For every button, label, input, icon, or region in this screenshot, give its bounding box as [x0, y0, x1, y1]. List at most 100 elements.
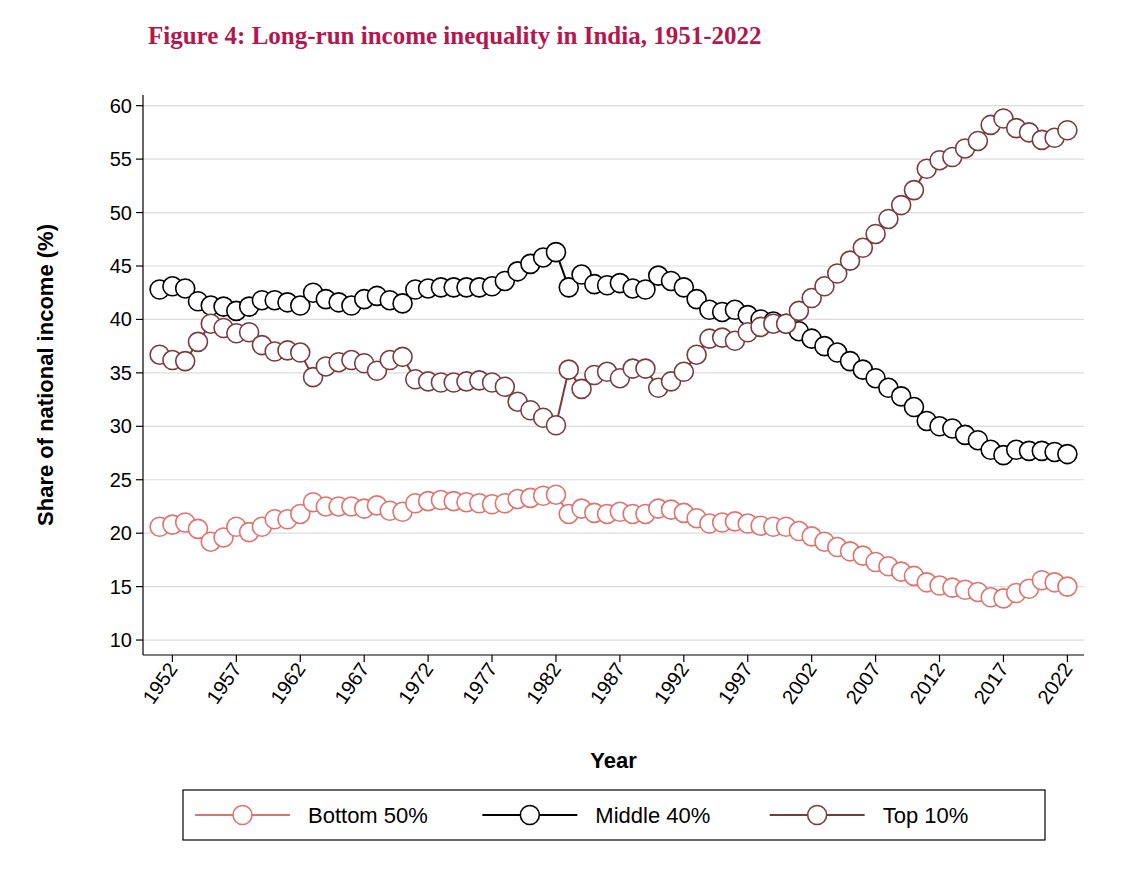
x-tick [683, 655, 684, 662]
x-tick [875, 655, 876, 662]
point [291, 343, 310, 362]
point [904, 181, 923, 200]
legend-label: Top 10% [883, 803, 969, 828]
x-tick [236, 655, 237, 662]
x-tick [364, 655, 365, 662]
point [674, 362, 693, 381]
point [188, 332, 207, 351]
page: {"chart_data": { "type": "line", "title"… [0, 0, 1138, 871]
y-tick [136, 265, 143, 266]
legend-marker [808, 806, 827, 825]
y-tick-label: 25 [110, 469, 132, 491]
legend: Bottom 50% Middle 40% Top 10% [183, 790, 1045, 840]
point [866, 224, 885, 243]
point [495, 377, 514, 396]
x-tick-label: 1992 [650, 659, 694, 708]
x-tick-label: 1957 [202, 659, 246, 708]
legend-label: Middle 40% [595, 803, 710, 828]
x-tick-label: 2012 [905, 659, 949, 708]
y-tick-label: 20 [110, 522, 132, 544]
legend-marker [520, 806, 539, 825]
point [687, 345, 706, 364]
x-tick [939, 655, 940, 662]
series-line [160, 119, 1068, 426]
grid-line [143, 639, 1084, 640]
series [150, 485, 1077, 608]
x-tick-label: 1962 [266, 659, 310, 708]
axes: 10 15 20 25 30 35 40 45 50 55 60 1952 1957 1962 1967 19… [110, 95, 1084, 708]
point [546, 416, 565, 435]
point [559, 360, 578, 379]
series-line [160, 495, 1068, 599]
y-tick-label: 30 [110, 415, 132, 437]
x-tick-label: 1952 [138, 659, 182, 708]
y-axis-line [142, 95, 143, 655]
x-tick [619, 655, 620, 662]
legend-label: Bottom 50% [308, 803, 428, 828]
x-tick-label: 2002 [777, 659, 821, 708]
y-tick-label: 10 [110, 629, 132, 651]
point [546, 243, 565, 262]
x-tick-label: 1967 [330, 659, 374, 708]
x-tick-label: 1987 [586, 659, 630, 708]
y-axis-label: Share of national income (%) [33, 224, 58, 526]
y-tick [136, 319, 143, 320]
x-tick [300, 655, 301, 662]
x-tick-label: 1972 [394, 659, 438, 708]
x-tick-label: 1982 [522, 659, 566, 708]
y-tick [136, 212, 143, 213]
point [1058, 445, 1077, 464]
grid-line [143, 533, 1084, 534]
x-axis-label: Year [590, 748, 637, 773]
x-tick [811, 655, 812, 662]
y-tick-label: 55 [110, 148, 132, 170]
point [393, 347, 412, 366]
y-tick-label: 35 [110, 362, 132, 384]
y-tick [136, 426, 143, 427]
x-tick-label: 1977 [458, 659, 502, 708]
y-tick [136, 479, 143, 480]
grid-line [143, 105, 1084, 106]
x-tick [555, 655, 556, 662]
y-tick [136, 105, 143, 106]
x-tick [1067, 655, 1068, 662]
x-tick-label: 2007 [841, 659, 885, 708]
background [0, 0, 1138, 871]
point [546, 485, 565, 504]
y-tick [136, 372, 143, 373]
series [150, 109, 1077, 435]
point [1058, 577, 1077, 596]
x-axis-line [143, 654, 1084, 655]
legend-marker [233, 806, 252, 825]
title: Figure 4: Long-run income inequality in … [148, 22, 762, 49]
grid-line [143, 319, 1084, 320]
legend-box [183, 790, 1045, 840]
grid-line [143, 479, 1084, 480]
y-tick [136, 533, 143, 534]
y-tick-label: 15 [110, 576, 132, 598]
point [176, 352, 195, 371]
point [968, 131, 987, 150]
x-tick [428, 655, 429, 662]
grid [143, 106, 1084, 640]
plot-data [150, 109, 1077, 608]
y-tick [136, 159, 143, 160]
y-tick [136, 639, 143, 640]
x-tick-label: 2022 [1033, 659, 1077, 708]
y-tick-label: 50 [110, 202, 132, 224]
x-tick [1003, 655, 1004, 662]
y-tick-label: 40 [110, 308, 132, 330]
grid-line [143, 265, 1084, 266]
y-tick [136, 586, 143, 587]
point [892, 196, 911, 215]
grid-line [143, 212, 1084, 213]
point [636, 359, 655, 378]
x-tick [491, 655, 492, 662]
y-tick-label: 45 [110, 255, 132, 277]
x-tick-label: 1997 [713, 659, 757, 708]
x-tick [172, 655, 173, 662]
x-tick [747, 655, 748, 662]
series-line [160, 252, 1068, 455]
y-tick-label: 60 [110, 95, 132, 117]
point [1058, 121, 1077, 140]
